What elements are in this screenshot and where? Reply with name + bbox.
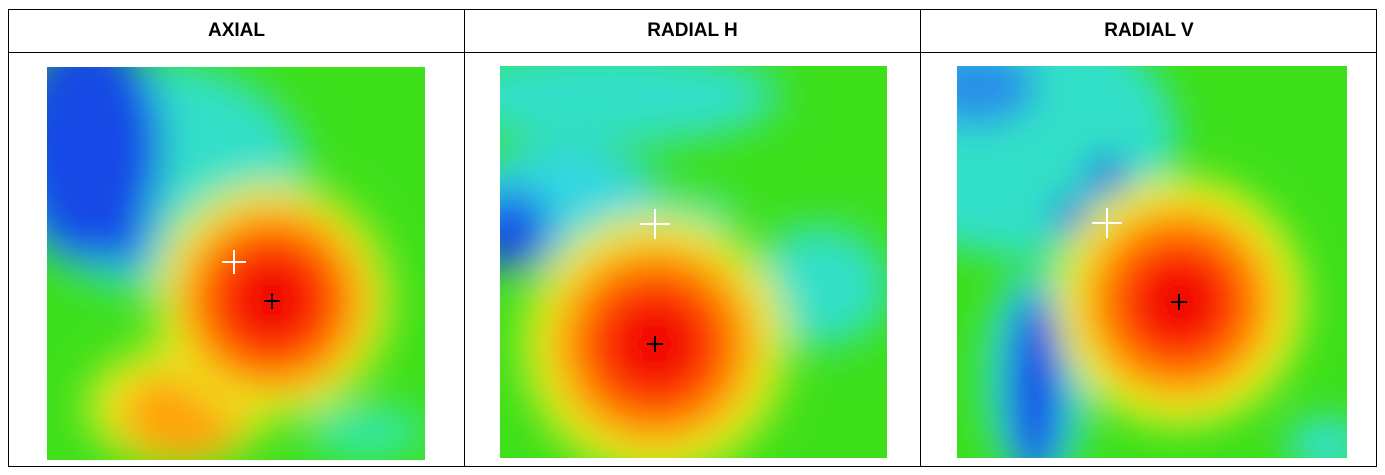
column-divider [464,9,465,467]
column-header: RADIAL V [1104,20,1194,41]
crosshair [647,336,663,352]
crosshair [264,293,280,309]
heatmap [47,67,425,460]
heatmap [500,66,887,458]
heatmap-field [957,66,1347,458]
heatmap [957,66,1347,458]
header-divider [8,52,1377,53]
heatmap-field [500,66,887,458]
crosshair [1171,294,1187,310]
crosshair [1092,208,1122,238]
column-divider [920,9,921,467]
heatmap-field [47,67,425,460]
column-header: RADIAL H [647,20,738,41]
crosshair [640,209,670,239]
table-frame [8,9,1377,467]
column-header: AXIAL [208,20,265,41]
crosshair [222,250,246,274]
